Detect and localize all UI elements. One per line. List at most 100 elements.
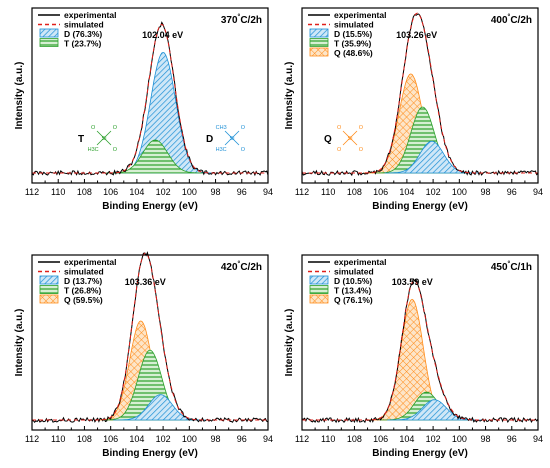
x-tick-label: 108 (77, 434, 92, 444)
x-tick-label: 108 (347, 434, 362, 444)
legend-label: Q (59.5%) (64, 295, 103, 305)
x-tick-label: 106 (103, 434, 118, 444)
structure-q-icon: O O O O Si (337, 125, 364, 153)
svg-text:CH3: CH3 (216, 125, 227, 131)
x-tick-label: 96 (507, 187, 517, 197)
x-tick-label: 100 (452, 434, 467, 444)
x-tick-label: 104 (129, 434, 144, 444)
x-tick-label: 98 (481, 187, 491, 197)
x-axis-label: Binding Energy (eV) (372, 201, 468, 212)
x-tick-label: 96 (237, 434, 247, 444)
legend-label: D (13.7%) (64, 276, 102, 286)
x-tick-label: 94 (263, 187, 273, 197)
legend-label: T (13.4%) (334, 286, 371, 296)
svg-text:H3C: H3C (88, 147, 99, 153)
structure-label-t: T (78, 134, 84, 145)
x-tick-label: 98 (211, 187, 221, 197)
peak-label: 102.04 eV (142, 30, 183, 40)
peak-label: 103.36 eV (125, 277, 166, 287)
x-tick-label: 102 (156, 434, 171, 444)
legend-swatch-q (309, 47, 329, 57)
xps-panel-1: 112 110 108 106 104 102 100 98 96 94 Binding Energ… (14, 7, 273, 212)
legend-swatch-t (39, 285, 59, 294)
legend-label: Q (48.6%) (334, 48, 373, 58)
structure-label-d: D (206, 134, 213, 145)
x-tick-label: 94 (533, 187, 543, 197)
structure-label-q: Q (324, 134, 332, 145)
x-tick-label: 104 (129, 187, 144, 197)
x-tick-label: 104 (399, 434, 414, 444)
xps-panel-3: 112 110 108 106 104 102 100 98 96 94 Binding Energ… (14, 251, 273, 459)
panel-title: 400°C/2h (491, 13, 532, 26)
legend-label: simulated (64, 267, 104, 277)
x-tick-label: 110 (51, 434, 65, 444)
legend-label: D (76.3%) (64, 29, 102, 39)
svg-text:O: O (337, 125, 342, 131)
experimental-curve (301, 278, 539, 424)
x-tick-label: 100 (182, 434, 197, 444)
component-d-area (387, 399, 482, 421)
x-tick-label: 98 (211, 434, 221, 444)
legend-label: experimental (64, 10, 116, 20)
x-tick-label: 96 (507, 434, 517, 444)
x-tick-label: 94 (263, 434, 273, 444)
x-tick-label: 110 (321, 434, 335, 444)
simulated-curve (302, 280, 538, 421)
svg-text:O: O (113, 147, 118, 153)
x-tick-label: 98 (481, 434, 491, 444)
x-tick-label: 100 (452, 187, 467, 197)
component-q-area (367, 298, 457, 421)
y-axis-label: Intensity (a.u.) (14, 62, 25, 130)
panel-title: 420°C/2h (221, 260, 262, 273)
svg-text:O: O (113, 125, 118, 131)
x-tick-label: 108 (77, 187, 92, 197)
legend-label: T (23.7%) (64, 39, 101, 49)
svg-text:Si: Si (230, 136, 235, 142)
svg-text:O: O (337, 147, 342, 153)
legend-label: simulated (64, 20, 104, 30)
svg-text:O: O (359, 147, 364, 153)
x-tick-label: 112 (25, 434, 39, 444)
xps-panel-2: 112 110 108 106 104 102 100 98 96 94 Binding Energ… (284, 7, 543, 212)
legend-swatch-t (309, 38, 329, 47)
x-tick-label: 96 (237, 187, 247, 197)
experimental-curve (31, 21, 269, 177)
xps-panel-4: 112 110 108 106 104 102 100 98 96 94 Binding Energ… (284, 254, 543, 459)
x-tick-label: 106 (373, 187, 388, 197)
legend-swatch-q (309, 294, 329, 304)
x-tick-label: 106 (373, 434, 388, 444)
legend-label: simulated (334, 267, 374, 277)
panel-title: 450°C/1h (491, 260, 532, 273)
x-axis-label: Binding Energy (eV) (102, 448, 198, 459)
x-axis-label: Binding Energy (eV) (102, 201, 198, 212)
legend-label: experimental (334, 10, 386, 20)
legend-swatch-d (39, 28, 59, 38)
legend-label: experimental (334, 257, 386, 267)
x-tick-label: 112 (25, 187, 39, 197)
peak-label: 103.59 eV (392, 277, 433, 287)
simulated-curve (302, 12, 538, 174)
x-tick-label: 100 (182, 187, 197, 197)
x-tick-label: 112 (295, 187, 309, 197)
panel-title: 370°C/2h (221, 13, 262, 26)
legend-label: T (35.9%) (334, 39, 371, 49)
legend-label: Q (76.1%) (334, 295, 373, 305)
x-tick-label: 104 (399, 187, 414, 197)
legend-label: simulated (334, 20, 374, 30)
x-tick-label: 102 (156, 187, 171, 197)
legend-label: experimental (64, 257, 116, 267)
x-tick-label: 102 (426, 187, 441, 197)
x-tick-label: 110 (51, 187, 65, 197)
svg-text:O: O (359, 125, 364, 131)
x-tick-label: 102 (426, 434, 441, 444)
legend-label: D (15.5%) (334, 29, 372, 39)
legend-swatch-d (309, 28, 329, 38)
x-tick-label: 106 (103, 187, 118, 197)
x-tick-label: 94 (533, 434, 543, 444)
svg-text:Si: Si (102, 136, 107, 142)
x-tick-label: 108 (347, 187, 362, 197)
y-axis-label: Intensity (a.u.) (14, 309, 25, 377)
legend-swatch-d (309, 275, 329, 285)
